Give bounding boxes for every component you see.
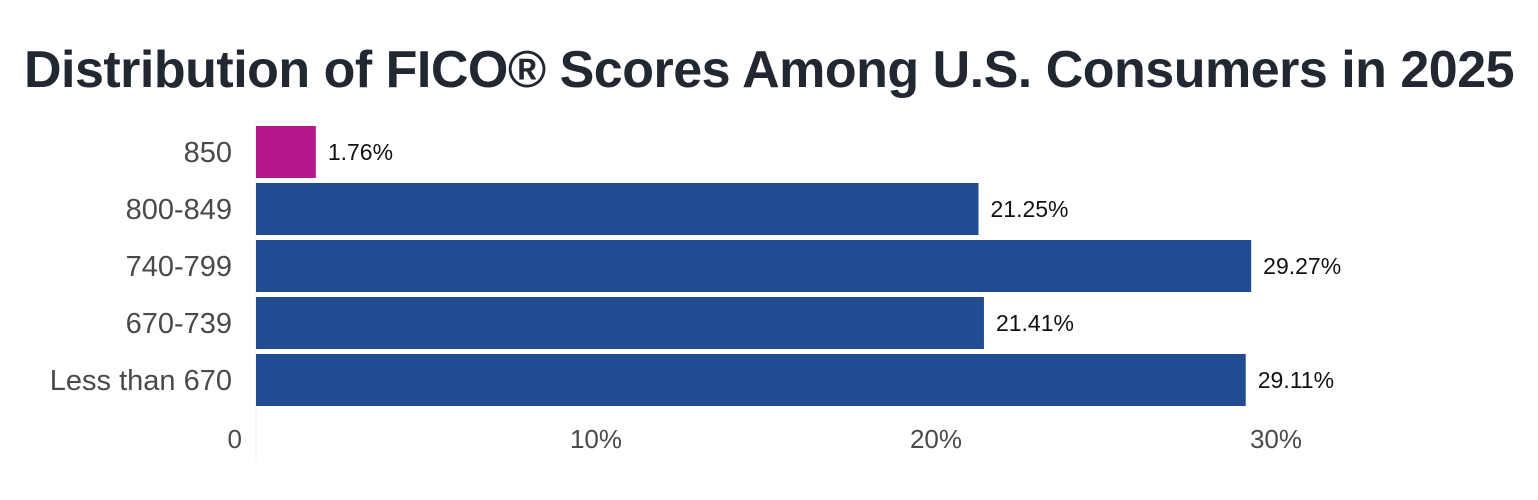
value-label: 29.27% bbox=[1263, 253, 1341, 279]
bar-2 bbox=[256, 240, 1252, 292]
category-label: 740-799 bbox=[126, 251, 232, 283]
value-label: 1.76% bbox=[328, 139, 393, 165]
category-label: 670-739 bbox=[126, 308, 232, 340]
x-tick-label: 0 bbox=[228, 424, 242, 454]
bar-4 bbox=[256, 354, 1246, 406]
category-label: Less than 670 bbox=[50, 365, 232, 397]
x-tick-label: 20% bbox=[910, 424, 962, 454]
value-label: 21.25% bbox=[991, 196, 1069, 222]
x-tick-label: 10% bbox=[570, 424, 622, 454]
x-tick-label: 30% bbox=[1250, 424, 1302, 454]
value-label: 21.41% bbox=[996, 310, 1074, 336]
category-label: 800-849 bbox=[126, 194, 232, 226]
bar-1 bbox=[256, 183, 979, 235]
bar-0 bbox=[256, 126, 316, 178]
category-label: 850 bbox=[184, 137, 232, 169]
value-label: 29.11% bbox=[1258, 367, 1334, 393]
chart-title: Distribution of FICO® Scores Among U.S. … bbox=[23, 41, 1515, 99]
bar-3 bbox=[256, 297, 984, 349]
